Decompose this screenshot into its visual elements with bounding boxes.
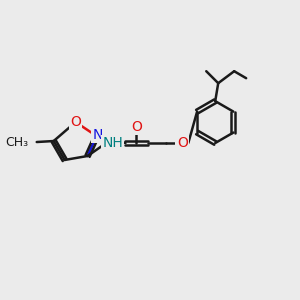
Text: N: N <box>92 128 103 142</box>
Text: O: O <box>131 120 142 134</box>
Text: O: O <box>177 136 188 150</box>
Text: CH₃: CH₃ <box>6 136 29 148</box>
Text: NH: NH <box>102 136 123 150</box>
Text: O: O <box>70 115 81 129</box>
